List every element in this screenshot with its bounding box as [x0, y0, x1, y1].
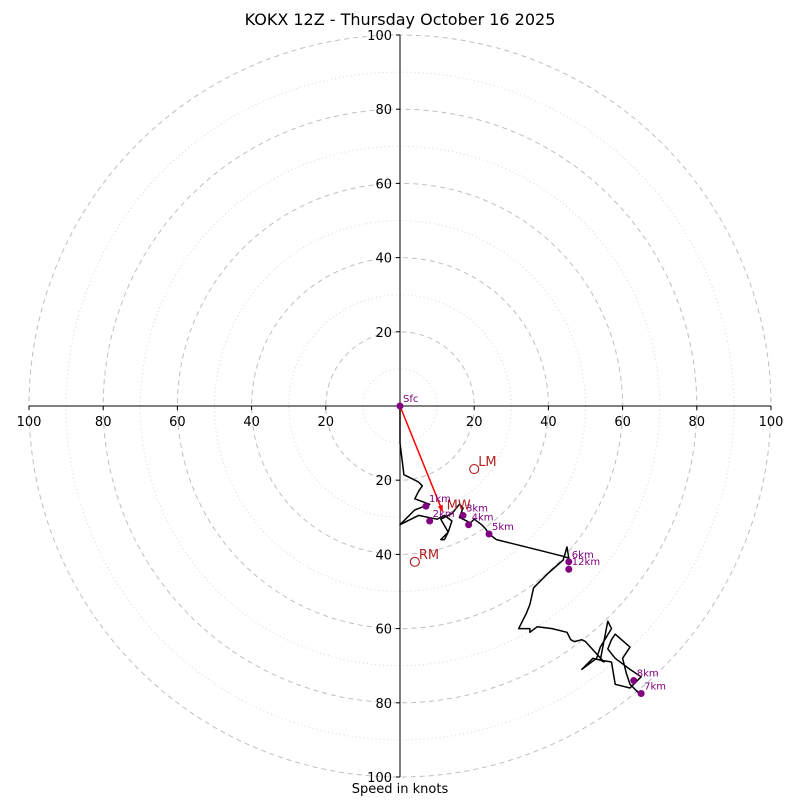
- height-marker-label: 4km: [472, 513, 494, 524]
- x-tick-label: 20: [466, 415, 483, 430]
- mean-wind-line: [399, 405, 444, 513]
- storm-motion-markers: LM RM: [409, 455, 497, 567]
- height-marker-label: 7km: [644, 682, 666, 693]
- height-marker-label: 2km: [433, 509, 455, 520]
- x-tick-label: 60: [169, 415, 186, 430]
- height-marker-label: 5km: [492, 522, 514, 533]
- x-tick-label: 100: [17, 415, 42, 430]
- storm-motion-label-rm: RM: [419, 548, 439, 563]
- x-tick-label: 40: [243, 415, 260, 430]
- storm-motion-marker-lm: [469, 463, 480, 475]
- chart-title: KOKX 12Z - Thursday October 16 2025: [244, 10, 556, 29]
- y-tick-label: 40: [375, 252, 392, 267]
- x-tick-label: 80: [95, 415, 112, 430]
- y-tick-label: 20: [375, 474, 392, 489]
- height-marker-dot: [426, 517, 434, 525]
- y-tick-label: 80: [375, 697, 392, 712]
- height-marker-dot: [459, 511, 467, 519]
- x-tick-label: 40: [540, 415, 557, 430]
- height-marker-label: 12km: [572, 557, 600, 568]
- x-tick-label: 80: [689, 415, 706, 430]
- height-marker-dot: [630, 677, 638, 685]
- mean-wind-arrowhead: [437, 504, 443, 512]
- height-marker-dot: [465, 521, 473, 529]
- y-tick-label: 80: [375, 103, 392, 118]
- x-axis-label: Speed in knots: [351, 782, 449, 797]
- x-tick-label: 20: [318, 415, 335, 430]
- height-marker-label: Sfc: [403, 394, 418, 405]
- profile-line: [399, 406, 642, 696]
- height-marker-dot: [565, 565, 573, 573]
- storm-motion-marker-rm: [409, 556, 420, 567]
- height-marker-label: 1km: [429, 494, 451, 505]
- mean-wind-label: MW: [447, 499, 471, 514]
- x-tick-label: 60: [614, 415, 631, 430]
- mean-wind-vector: MW: [399, 405, 471, 514]
- height-marker-dot: [485, 530, 493, 538]
- height-marker-label: 6km: [572, 550, 594, 561]
- y-tick-label: 100: [367, 771, 392, 786]
- y-tick-label: 20: [375, 326, 392, 341]
- height-marker-dot: [637, 690, 645, 698]
- wind-profile: [399, 406, 642, 696]
- height-marker-dot: [396, 402, 404, 410]
- height-marker-dot: [422, 502, 430, 510]
- height-marker-dot: [565, 558, 573, 566]
- y-tick-label: 60: [375, 177, 392, 192]
- storm-motion-label-lm: LM: [478, 455, 496, 470]
- height-marker-label: 3km: [466, 503, 488, 514]
- x-tick-label: 100: [759, 415, 784, 430]
- y-tick-label: 40: [375, 548, 392, 563]
- y-tick-label: 60: [375, 623, 392, 638]
- tick-labels: 100 80 60 40 20 20 40 60 80 100 100 80 60 40 20 20 40 60 8…: [17, 29, 784, 786]
- height-marker-label: 8km: [637, 669, 659, 680]
- y-tick-label: 100: [367, 29, 392, 44]
